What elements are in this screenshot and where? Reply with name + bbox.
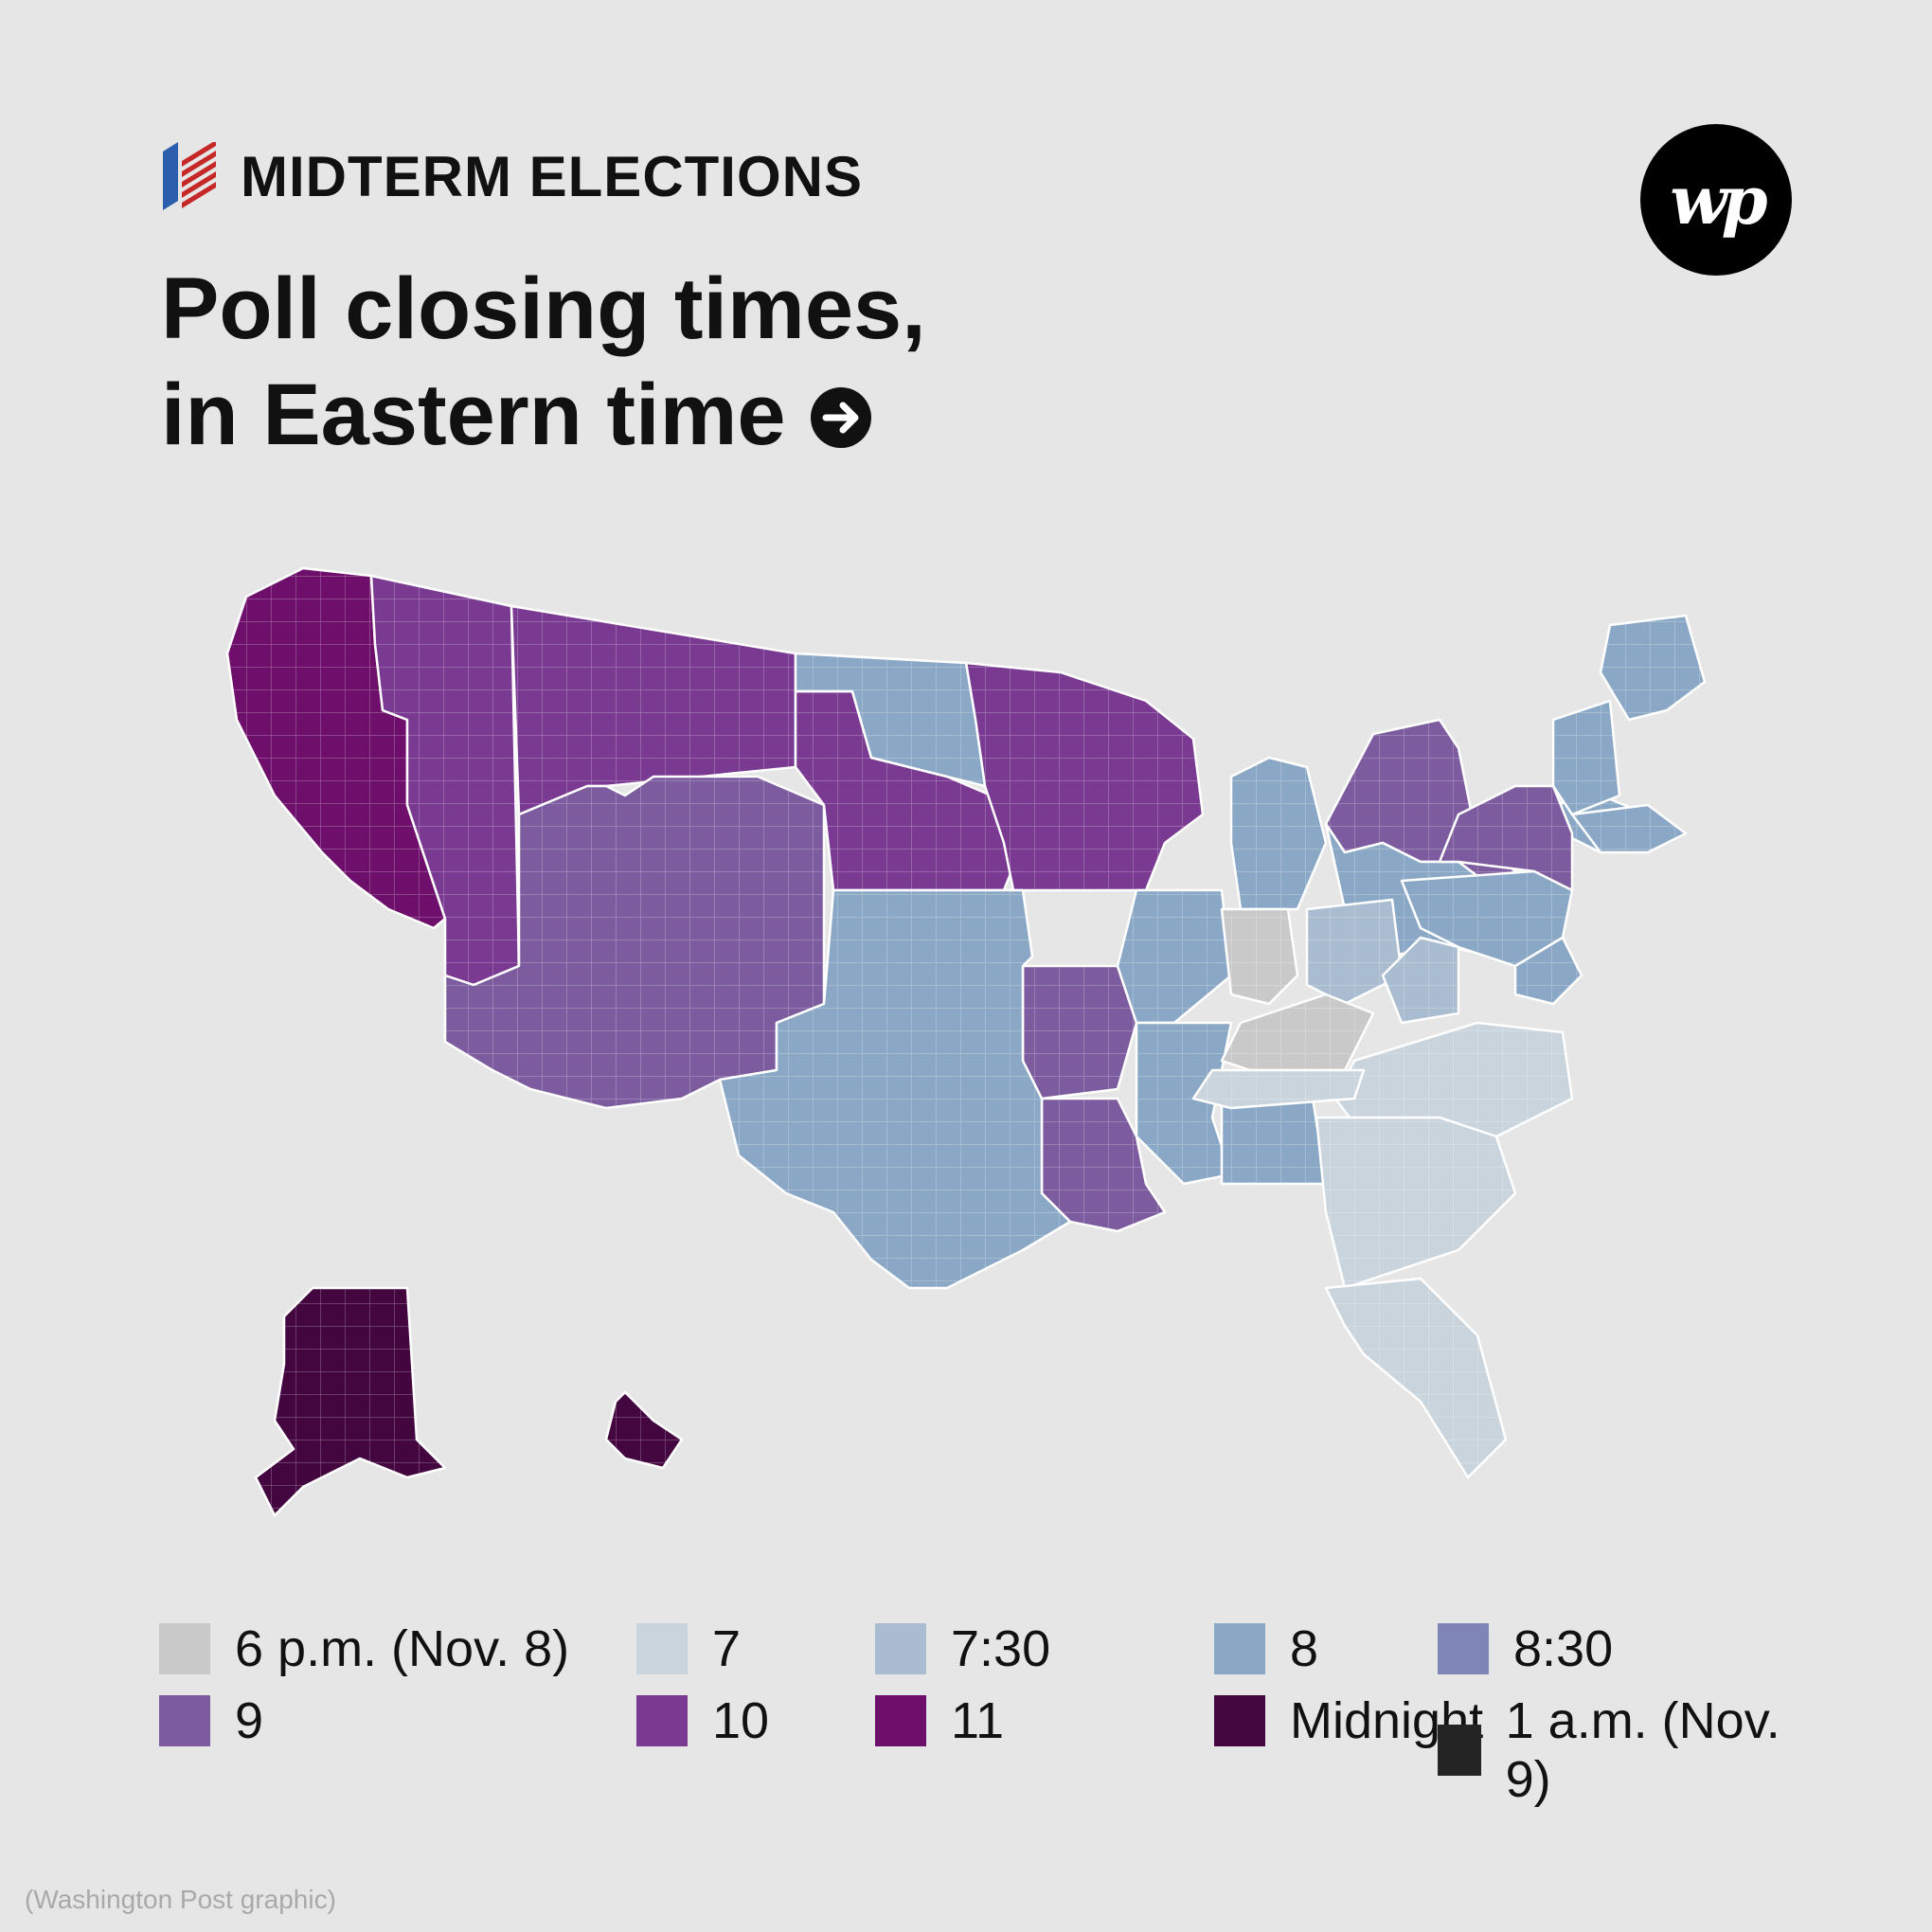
- legend-swatch: [636, 1695, 688, 1746]
- map-region-north-central: [794, 661, 1205, 892]
- kicker-label: MIDTERM ELECTIONS: [241, 144, 863, 208]
- legend-item: 1 a.m. (Nov. 9): [1438, 1691, 1788, 1809]
- map-regions: [225, 566, 1707, 1517]
- section-kicker: MIDTERM ELECTIONS: [163, 142, 863, 210]
- county-lines: [606, 1392, 682, 1468]
- county-lines: [1316, 1118, 1515, 1288]
- legend-label: 1 a.m. (Nov. 9): [1505, 1692, 1780, 1808]
- county-lines: [1231, 758, 1326, 909]
- logo-text: wp: [1670, 160, 1767, 240]
- title-line-1: Poll closing times,: [161, 260, 926, 357]
- legend-item: 11: [875, 1691, 1004, 1750]
- legend-swatch: [875, 1695, 926, 1746]
- legend-item: 8: [1214, 1619, 1318, 1678]
- county-lines: [256, 1288, 445, 1515]
- county-lines: [371, 576, 519, 985]
- county-lines: [1193, 1070, 1364, 1108]
- county-lines: [1572, 805, 1686, 852]
- legend-item: 9: [159, 1691, 263, 1750]
- legend-item: 6 p.m. (Nov. 8): [159, 1619, 569, 1678]
- legend-label: 11: [951, 1692, 1005, 1749]
- legend-item: 10: [636, 1691, 769, 1750]
- legend-label: 7:30: [951, 1620, 1051, 1677]
- county-lines: [720, 890, 1070, 1288]
- county-lines: [445, 777, 824, 1108]
- legend-swatch: [636, 1623, 688, 1674]
- county-lines: [796, 653, 985, 786]
- county-lines: [1383, 938, 1458, 1023]
- county-lines: [966, 663, 1203, 890]
- county-lines: [1222, 994, 1373, 1070]
- county-lines: [1335, 1023, 1572, 1136]
- county-lines: [511, 606, 796, 814]
- map-region-southeast: [1191, 1021, 1574, 1479]
- legend-swatch: [875, 1623, 926, 1674]
- us-county-map: [225, 566, 1707, 1517]
- map-region-ohio-valley: [1305, 898, 1460, 1025]
- page-title: Poll closing times, in Eastern time: [161, 256, 926, 468]
- legend-swatch: [1438, 1623, 1489, 1674]
- legend-item: 8:30: [1438, 1619, 1613, 1678]
- legend-label: 7: [712, 1620, 742, 1677]
- county-lines: [1023, 966, 1136, 1099]
- legend-label: 6 p.m. (Nov. 8): [235, 1620, 570, 1677]
- legend-swatch: [1438, 1725, 1481, 1776]
- county-lines: [1326, 1279, 1506, 1477]
- county-lines: [1601, 616, 1705, 720]
- legend-item: 7: [636, 1619, 741, 1678]
- flag-icon: [163, 142, 216, 210]
- legend-label: 8: [1290, 1620, 1319, 1677]
- county-lines: [1042, 1099, 1165, 1231]
- county-lines: [1440, 786, 1572, 890]
- county-lines: [227, 568, 445, 928]
- legend-item: 7:30: [875, 1619, 1050, 1678]
- map-region-mountain-west: [369, 574, 797, 987]
- county-lines: [1118, 890, 1231, 1023]
- legend-swatch: [1214, 1623, 1265, 1674]
- credit: (Washington Post graphic): [25, 1885, 336, 1914]
- legend: 6 p.m. (Nov. 8) 7 7:30 8 8:30 9 10 11 Midnight 1 …: [159, 1619, 1788, 1808]
- map-region-dakotas-plains: [718, 652, 1328, 1290]
- map-region-alaska-hawaii: [254, 1286, 684, 1517]
- county-lines: [1136, 1023, 1231, 1184]
- legend-swatch: [159, 1623, 210, 1674]
- map-region-new-england: [1551, 699, 1688, 854]
- map-region-mid-atlantic: [1400, 869, 1583, 1006]
- county-lines: [1515, 938, 1582, 1004]
- county-lines: [1553, 701, 1619, 814]
- washington-post-logo[interactable]: wp: [1640, 124, 1792, 276]
- legend-swatch: [159, 1695, 210, 1746]
- legend-swatch: [1214, 1695, 1265, 1746]
- legend-label: 9: [235, 1692, 264, 1749]
- county-lines: [1222, 909, 1297, 1004]
- title-line-2-text: in Eastern time: [161, 367, 786, 463]
- county-lines: [796, 691, 1023, 890]
- county-lines: [1402, 871, 1572, 966]
- arrow-right-circle-icon[interactable]: [809, 385, 873, 450]
- map-region-indiana-kentucky: [1220, 907, 1375, 1072]
- title-line-2: in Eastern time: [161, 362, 926, 468]
- county-lines: [1307, 900, 1402, 1004]
- legend-label: 8:30: [1513, 1620, 1614, 1677]
- map-region-new-york: [1438, 784, 1574, 892]
- legend-label: 10: [712, 1692, 770, 1749]
